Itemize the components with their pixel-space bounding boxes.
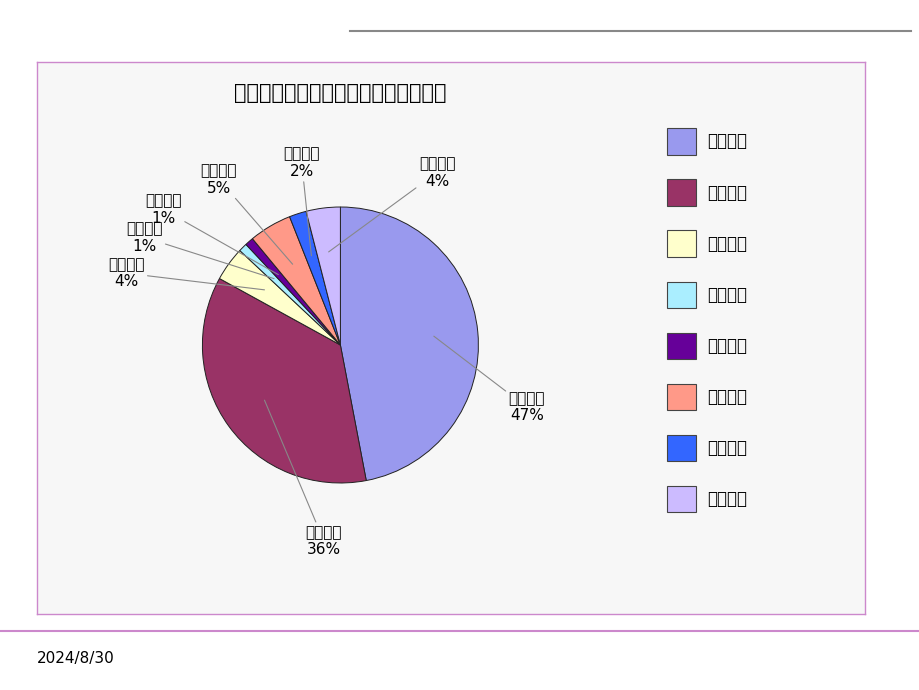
Wedge shape [202, 279, 366, 483]
Text: 2024/8/30: 2024/8/30 [37, 651, 115, 667]
Text: 杰青项目: 杰青项目 [707, 439, 746, 457]
Text: 国际合作: 国际合作 [707, 286, 746, 304]
Wedge shape [289, 211, 340, 345]
Text: 青年基金: 青年基金 [707, 184, 746, 201]
Wedge shape [252, 217, 340, 345]
Wedge shape [306, 207, 340, 345]
Text: 青年基金
36%: 青年基金 36% [264, 400, 342, 557]
Text: 重大课题: 重大课题 [707, 388, 746, 406]
Text: 近五年各类型批准数所占批准总数比例: 近五年各类型批准数所占批准总数比例 [234, 83, 446, 103]
Text: 国际合作
1%: 国际合作 1% [126, 221, 274, 279]
Text: 联合基金: 联合基金 [707, 490, 746, 508]
Text: 面上基金: 面上基金 [707, 132, 746, 150]
Text: 杰青项目
2%: 杰青项目 2% [283, 147, 320, 256]
Text: 专项基金
4%: 专项基金 4% [108, 257, 264, 290]
Text: 重点项目
1%: 重点项目 1% [145, 194, 278, 275]
Wedge shape [240, 244, 340, 345]
Text: 重点项目: 重点项目 [707, 337, 746, 355]
Wedge shape [340, 207, 478, 480]
Text: 专项基金: 专项基金 [707, 235, 746, 253]
Wedge shape [245, 239, 340, 345]
Text: 面上基金
47%: 面上基金 47% [434, 336, 544, 423]
Wedge shape [220, 250, 340, 345]
Text: 重大课题
5%: 重大课题 5% [200, 164, 292, 264]
Text: 联合基金
4%: 联合基金 4% [328, 157, 455, 252]
